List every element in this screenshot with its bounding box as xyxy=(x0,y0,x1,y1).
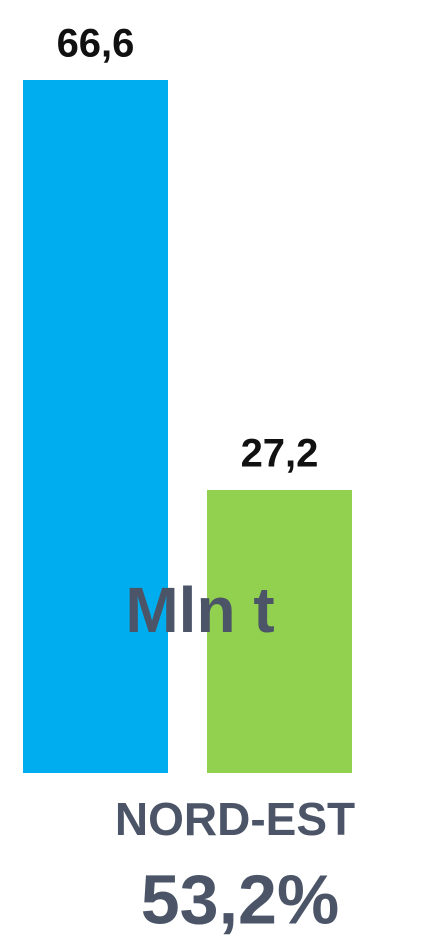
region-label: NORD-EST xyxy=(115,793,355,845)
bar xyxy=(23,80,168,773)
bar xyxy=(207,489,352,773)
value-label: 66,6 xyxy=(57,22,135,66)
share-label: 53,2% xyxy=(141,860,339,938)
value-label: 27,2 xyxy=(241,432,319,476)
unit-label: Mln t xyxy=(125,574,274,646)
